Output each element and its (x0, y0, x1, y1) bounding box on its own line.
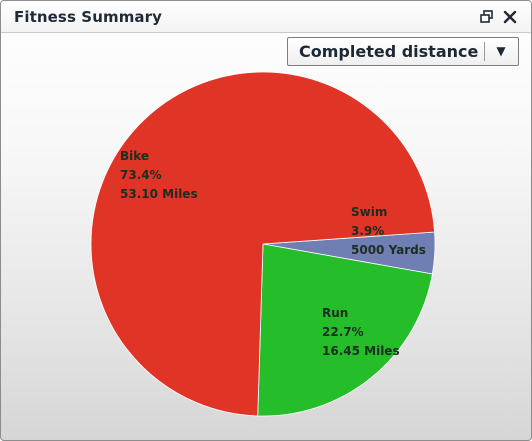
chevron-down-icon[interactable]: ▼ (496, 44, 506, 58)
widget-title: Fitness Summary (14, 8, 163, 26)
metric-select-value: Completed distance (299, 42, 479, 61)
slice-label-percent: 3.9% (351, 224, 384, 238)
slice-label-bike: Bike 73.4% 53.10 Miles (120, 149, 198, 201)
dropdown-divider (484, 42, 485, 61)
restore-window-icon[interactable] (479, 9, 495, 25)
metric-select[interactable]: Completed distance ▼ (287, 37, 519, 66)
slice-label-distance: 5000 Yards (351, 243, 426, 257)
pie-slice-run[interactable] (257, 243, 433, 417)
slice-label-name: Bike (120, 149, 149, 163)
close-icon[interactable] (501, 8, 519, 26)
slice-label-percent: 73.4% (120, 168, 162, 182)
slice-label-name: Run (322, 306, 348, 320)
slice-label-percent: 22.7% (322, 325, 364, 339)
slice-label-distance: 16.45 Miles (322, 344, 400, 358)
slice-label-swim: Swim 3.9% 5000 Yards (351, 205, 426, 257)
pie-slice-bike[interactable] (90, 71, 436, 417)
widget-titlebar: Fitness Summary (1, 1, 531, 33)
slice-label-name: Swim (351, 205, 387, 219)
slice-label-distance: 53.10 Miles (120, 187, 198, 201)
slice-label-run: Run 22.7% 16.45 Miles (322, 306, 400, 358)
